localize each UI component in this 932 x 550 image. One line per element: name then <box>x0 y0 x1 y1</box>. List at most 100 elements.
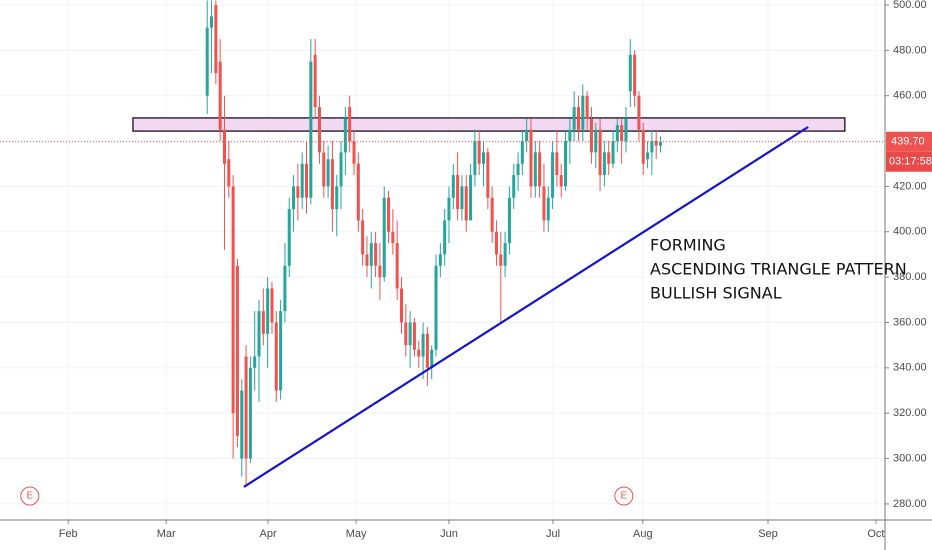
candle-body <box>469 175 473 221</box>
candle-body <box>572 107 576 130</box>
candle-body <box>322 152 326 187</box>
candle-body <box>266 288 270 334</box>
candle-body <box>512 175 516 198</box>
candle-body <box>205 27 209 96</box>
candle-body <box>443 220 447 255</box>
candle-body <box>235 265 239 436</box>
candle-body <box>654 141 658 146</box>
candle-body <box>551 152 555 198</box>
y-tick-label: 280.00 <box>893 498 927 510</box>
y-tick-label: 380.00 <box>893 271 927 283</box>
candle-body <box>408 322 412 346</box>
candle-body <box>503 243 507 266</box>
x-tick-label: Jun <box>440 528 458 540</box>
x-tick-label: Aug <box>633 528 653 540</box>
candle-body <box>425 333 429 368</box>
x-tick-label: Oct <box>867 528 884 540</box>
candle-body <box>274 322 278 391</box>
candle-body <box>417 349 421 357</box>
candle-body <box>628 54 632 92</box>
candle-body <box>434 265 438 350</box>
candle-body <box>546 197 550 221</box>
candle-body <box>624 118 628 142</box>
candle-body <box>451 175 455 198</box>
candle-body <box>309 61 313 198</box>
candle-body <box>520 141 524 164</box>
candle-body <box>650 141 654 153</box>
candle-body <box>382 197 386 278</box>
candle-body <box>464 186 468 221</box>
candle-body <box>421 333 425 357</box>
candle-body <box>499 254 503 266</box>
candle-body <box>365 254 369 266</box>
candle-body <box>447 197 451 221</box>
candle-body <box>564 141 568 187</box>
candle-body <box>456 175 460 210</box>
countdown-box <box>886 151 932 172</box>
candle-body <box>222 129 226 164</box>
y-tick-label: 340.00 <box>893 362 927 374</box>
candle-body <box>227 159 231 187</box>
candle-body <box>507 197 511 244</box>
candle-body <box>317 107 321 153</box>
candle-body <box>253 356 257 368</box>
x-tick-label: Sep <box>758 528 778 540</box>
y-tick-label: 420.00 <box>893 180 927 192</box>
candle-body <box>607 152 611 164</box>
earnings-label: E <box>26 491 33 502</box>
y-tick-label: 460.00 <box>893 90 927 102</box>
candle-body <box>620 125 624 142</box>
candle-body <box>525 129 529 142</box>
candle-body <box>555 152 559 176</box>
candle-body <box>261 311 265 334</box>
candle-body <box>248 367 252 459</box>
candle-body <box>391 231 395 244</box>
trend-line <box>243 126 809 488</box>
candle-body <box>482 152 486 164</box>
x-tick-label: Jul <box>546 528 560 540</box>
candle-body <box>352 141 356 164</box>
candle-body <box>585 95 589 119</box>
candle-body <box>296 186 300 198</box>
annotation: FORMING <box>650 236 726 255</box>
candle-body <box>218 61 222 130</box>
candle-body <box>257 311 261 357</box>
candle-body <box>576 107 580 130</box>
candle-body <box>615 125 619 142</box>
earnings-marker <box>20 486 40 506</box>
candle-body <box>210 16 214 28</box>
y-tick-label: 360.00 <box>893 316 927 328</box>
candle-body <box>300 163 304 198</box>
annotation: BULLISH SIGNAL <box>650 284 782 303</box>
candle-body <box>244 356 248 459</box>
candle-body <box>395 243 399 289</box>
annotation: ASCENDING TRIANGLE PATTERN <box>650 260 907 279</box>
candle-body <box>598 129 602 176</box>
candle-body <box>313 54 317 108</box>
y-tick-label: 500.00 <box>893 0 927 11</box>
candle-body <box>279 311 283 391</box>
candle-body <box>494 231 498 255</box>
candle-body <box>477 141 481 164</box>
candle-body <box>374 243 378 266</box>
candle-body <box>611 141 615 164</box>
earnings-marker <box>614 486 634 506</box>
candle-body <box>516 163 520 176</box>
candle-body <box>646 152 650 160</box>
earnings-label: E <box>620 491 627 502</box>
candle-body <box>343 118 347 153</box>
candle-body <box>404 322 408 346</box>
candle-body <box>529 129 533 187</box>
candle-body <box>637 95 641 130</box>
candle-body <box>326 159 330 187</box>
candle-body <box>330 159 334 210</box>
last-price-box <box>886 131 932 152</box>
candle-body <box>283 265 287 312</box>
x-tick-label: Feb <box>59 528 78 540</box>
y-tick-label: 320.00 <box>893 407 927 419</box>
candle-body <box>305 163 309 198</box>
candle-body <box>559 175 563 187</box>
resistance-zone <box>132 117 846 132</box>
countdown: 03:17:58 <box>889 156 932 168</box>
y-tick-label: 480.00 <box>893 44 927 56</box>
